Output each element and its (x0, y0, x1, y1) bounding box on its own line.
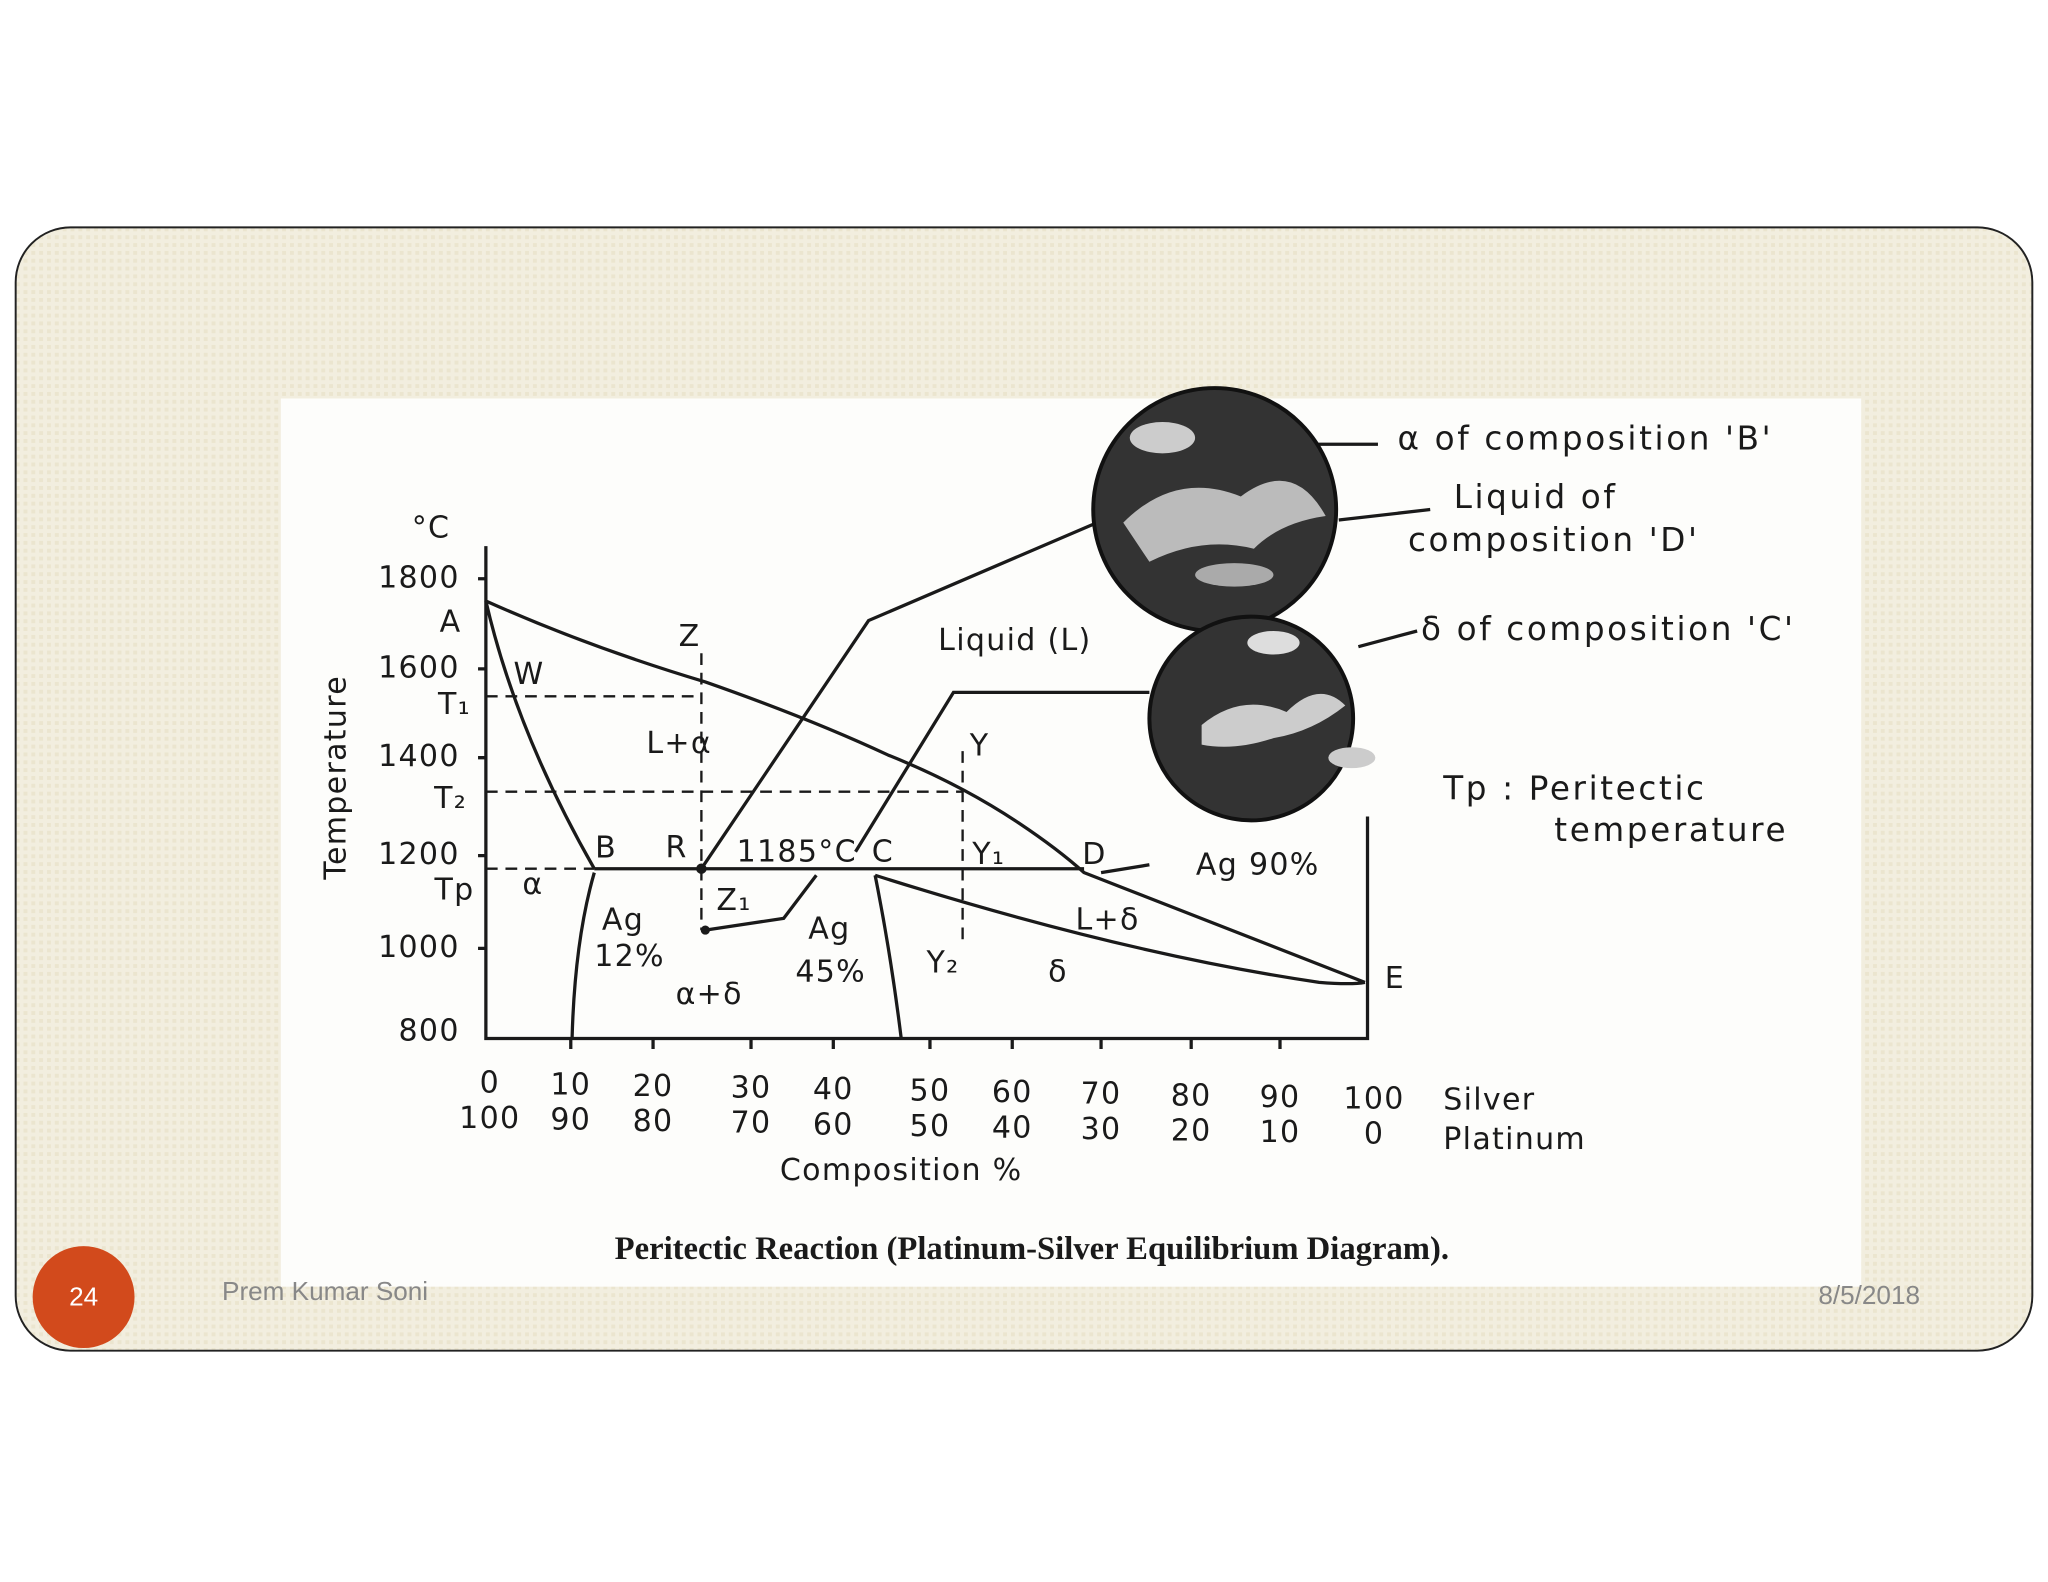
region-label: Ag (602, 902, 644, 937)
x-tick-label: 40 (992, 1110, 1033, 1145)
micrograph-phase (1129, 422, 1196, 454)
micrograph-phase (1123, 480, 1326, 562)
micrograph-phase (1328, 747, 1376, 769)
y-tick-label: 1800 (378, 560, 460, 595)
x-tick-label: 40 (813, 1072, 854, 1107)
date: 8/5/2018 (1818, 1280, 1920, 1310)
region-label: Ag (808, 912, 850, 947)
y-tick-label: 1200 (378, 837, 460, 872)
x-tick-label: 100 (1343, 1081, 1404, 1116)
level-label: T₂ (433, 781, 467, 816)
x-tick-label: 60 (992, 1075, 1033, 1110)
micrograph-phase (1195, 563, 1274, 587)
ticks (478, 577, 1282, 1049)
region-label: C (872, 835, 894, 870)
x-tick-label: 70 (731, 1106, 772, 1141)
region-label: Y₂ (926, 946, 960, 981)
x-tick-label: 0 (1364, 1117, 1384, 1152)
region-label: δ (1048, 955, 1068, 990)
region-label: A (440, 605, 462, 640)
x-tick-label: 90 (1260, 1080, 1301, 1115)
x-tick-label: 80 (633, 1104, 674, 1139)
guide-lines (485, 653, 964, 944)
x-tick-label: 90 (550, 1103, 591, 1138)
region-label: L+α (646, 726, 712, 761)
micrograph-phase (1201, 693, 1346, 747)
author: Prem Kumar Soni (222, 1276, 428, 1306)
x-axis-title: Composition % (780, 1153, 1023, 1188)
point (696, 863, 707, 874)
x-tick-label: 10 (1260, 1115, 1301, 1150)
liquidus (485, 599, 1366, 984)
callout: composition 'D' (1408, 521, 1700, 559)
region-label: W (513, 657, 544, 692)
delta-solidus (874, 873, 1366, 986)
y-tick-label: 1400 (378, 739, 460, 774)
alpha-solidus (484, 600, 596, 870)
x-tick-label: 70 (1081, 1077, 1122, 1112)
region-label: D (1082, 837, 1106, 872)
slide-number: 24 (69, 1281, 98, 1311)
y-tick-label: 1000 (378, 930, 460, 965)
x-tick-label: 30 (731, 1070, 772, 1105)
region-label: 1185°C (737, 835, 857, 870)
point (700, 925, 710, 935)
region-label: 12% (594, 939, 665, 974)
x-tick-label: 20 (1171, 1114, 1212, 1149)
region-label: α (522, 867, 543, 902)
callout: Tp : Peritectic (1442, 769, 1706, 807)
level-label: T₁ (437, 687, 471, 722)
region-label: Liquid (L) (938, 623, 1091, 658)
callout: α of composition 'B' (1398, 419, 1774, 457)
axis-label: Platinum (1443, 1122, 1586, 1157)
region-label: Z (679, 619, 701, 654)
region-label: Ag 90% (1196, 848, 1320, 883)
region-label: 45% (795, 955, 866, 990)
x-tick-label: 0 (480, 1066, 500, 1101)
region-label: B (595, 831, 617, 866)
callout: Liquid of (1454, 478, 1618, 516)
figure-image (280, 398, 1862, 1287)
slide-number-badge (32, 1246, 135, 1349)
micrograph-phase (1247, 631, 1300, 655)
callout: temperature (1554, 811, 1788, 849)
phase-diagram (478, 386, 1431, 1049)
leader-lines (700, 442, 1431, 932)
region-label: L+δ (1075, 902, 1139, 937)
x-tick-label: 50 (910, 1074, 951, 1109)
unit: °C (412, 511, 451, 546)
x-tick-label: 100 (459, 1101, 520, 1136)
x-tick-label: 50 (910, 1109, 951, 1144)
x-tick-label: 10 (550, 1067, 591, 1102)
diagram-labels: °CTemperature18001600140012001000800T₁T₂… (318, 419, 1796, 1267)
region-label: α+δ (676, 977, 743, 1012)
region-label: E (1385, 961, 1405, 996)
caption: Peritectic Reaction (Platinum-Silver Equ… (615, 1231, 1449, 1267)
region-label: Y (969, 729, 990, 764)
x-tick-label: 60 (813, 1107, 854, 1142)
axis-label: Silver (1443, 1083, 1535, 1118)
y-axis-title: Temperature (318, 675, 353, 881)
level-label: Tp (434, 872, 475, 907)
x-tick-label: 20 (633, 1069, 674, 1104)
delta-solvus (873, 874, 903, 1039)
x-tick-label: 80 (1171, 1078, 1212, 1113)
alpha-solvus (570, 872, 596, 1039)
region-label: R (665, 831, 687, 866)
callout: δ of composition 'C' (1421, 610, 1796, 648)
x-tick-label: 30 (1081, 1112, 1122, 1147)
region-label: Z₁ (716, 883, 751, 918)
y-tick-label: 1600 (378, 650, 460, 685)
y-tick-label: 800 (399, 1013, 460, 1048)
region-label: Y₁ (971, 837, 1005, 872)
